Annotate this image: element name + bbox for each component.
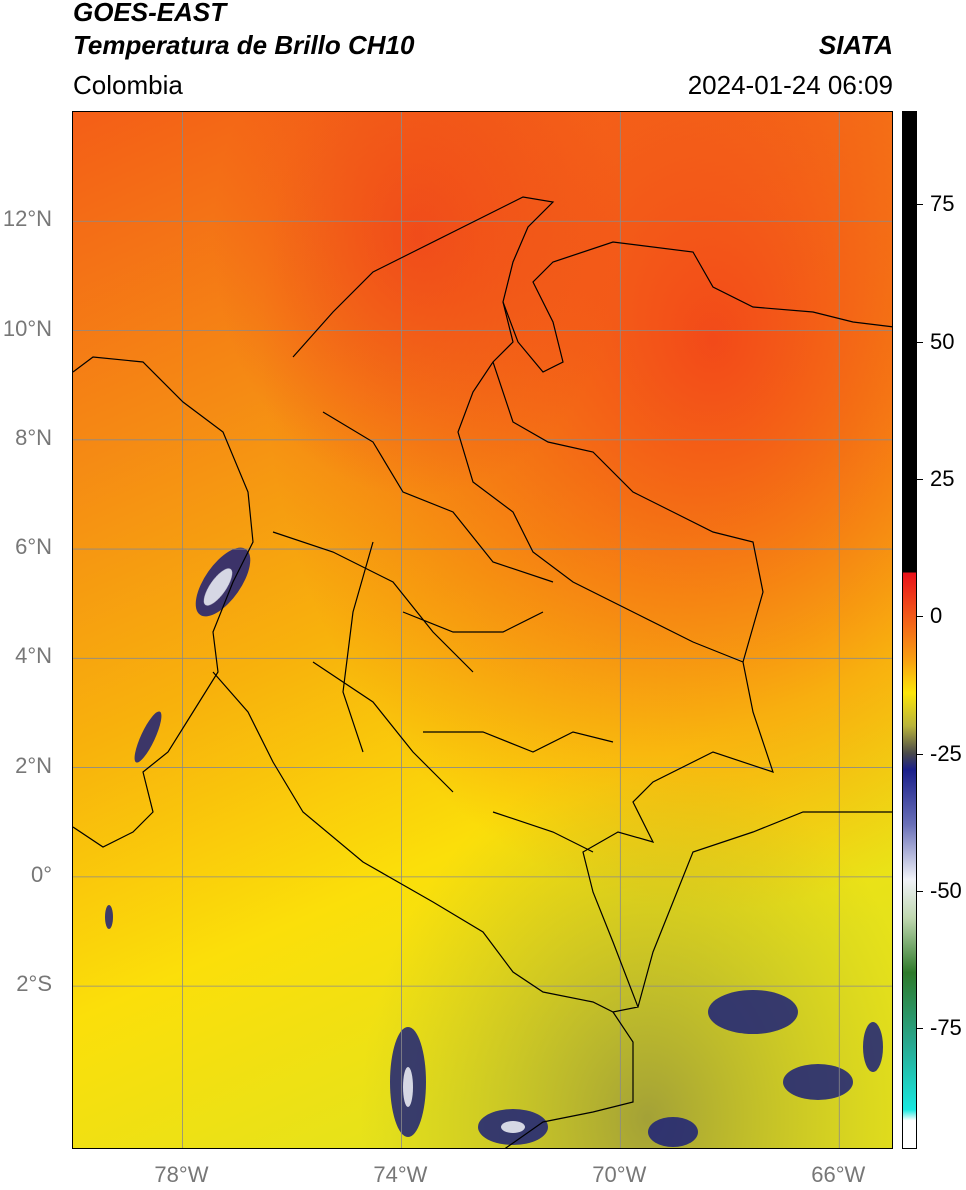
colombia-outline (212, 301, 774, 1013)
colorbar-tick-label: -50 (930, 877, 962, 903)
colorbar-tick-label: 0 (930, 603, 943, 629)
venezuela-border (492, 361, 764, 663)
longitude-label: 70°W (592, 1162, 647, 1187)
longitude-label: 78°W (154, 1162, 209, 1187)
colorbar-tick-label: 25 (930, 465, 955, 491)
longitude-label: 74°W (373, 1162, 428, 1187)
colorbar-tick-label: -75 (930, 1015, 962, 1041)
cloud-core-highlights (203, 568, 525, 1133)
product-title: Temperatura de Brillo CH10 (73, 30, 415, 60)
longitude-label: 66°W (811, 1162, 866, 1187)
coastline-caribbean (292, 196, 892, 373)
latitude-label: 10°N (2, 315, 52, 341)
latitude-label: 2°N (15, 752, 52, 778)
colorbar-tick (917, 204, 923, 206)
colorbar-tick (917, 341, 923, 343)
colorbar (902, 111, 917, 1149)
map-canvas (73, 112, 892, 1148)
internal-divisions (272, 411, 614, 853)
map-panel[interactable] (72, 111, 893, 1149)
colorbar-tick (917, 478, 923, 480)
timestamp-label: 2024-01-24 06:09 (687, 70, 893, 100)
borders (73, 196, 892, 1148)
region-label: Colombia (73, 70, 183, 100)
colorbar-tick (917, 616, 923, 618)
latitude-label: 2°S (16, 971, 52, 997)
brazil-border (637, 811, 892, 1008)
coastline-pacific (73, 356, 254, 848)
latitude-label: 4°N (15, 643, 52, 669)
colorbar-tick-label: 50 (930, 328, 955, 354)
colorbar-tick-label: -25 (930, 740, 962, 766)
latitude-label: 8°N (15, 424, 52, 450)
colorbar-tick (917, 753, 923, 755)
colorbar-tick-label: 75 (930, 191, 955, 217)
colorbar-tick (917, 890, 923, 892)
colorbar-tick (917, 1028, 923, 1030)
latitude-label: 6°N (15, 534, 52, 560)
peru-border (504, 1011, 634, 1148)
latitude-label: 12°N (2, 206, 52, 232)
cold-zone-south (73, 112, 892, 1148)
brand-label: SIATA (818, 30, 893, 60)
satellite-title: GOES-EAST (73, 0, 227, 27)
graticule (73, 112, 892, 1148)
latitude-label: 0° (30, 861, 52, 887)
